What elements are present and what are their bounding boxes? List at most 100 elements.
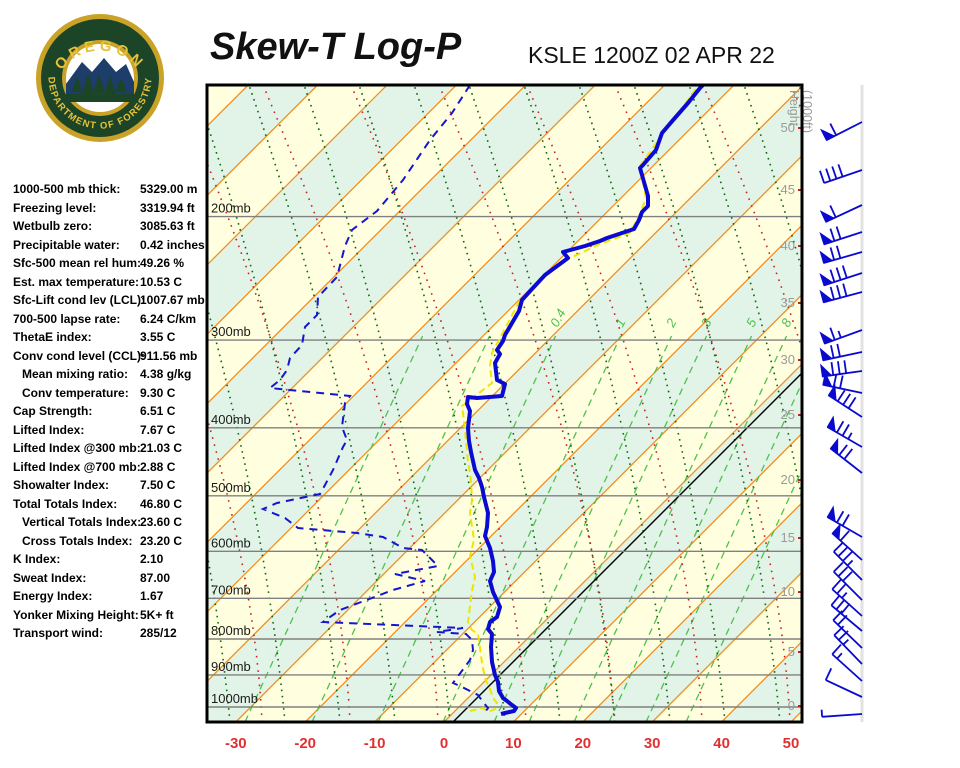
stat-value: 1.67: [140, 589, 164, 603]
pressure-label: 1000mb: [211, 691, 258, 706]
pressure-label: 700mb: [211, 582, 251, 597]
isotherm-line: [790, 710, 802, 722]
stat-label: Showalter Index:: [13, 478, 110, 492]
station-time-label: KSLE 1200Z 02 APR 22: [528, 42, 775, 68]
stat-row: Mean mixing ratio: 4.38 g/kg: [13, 365, 218, 384]
wind-barb: [832, 610, 863, 649]
isotherm-line: [582, 501, 802, 722]
wind-barb: [827, 383, 863, 418]
isotherm-line: [207, 85, 388, 266]
isotherm-band: [207, 86, 802, 722]
stat-value: 3319.94 ft: [140, 200, 195, 215]
zero-isotherm-line: [452, 372, 802, 722]
stat-value: 6.24 C/km: [140, 311, 197, 326]
stat-row: Lifted Index: 7.67 C: [13, 421, 218, 440]
isotherm-line: [207, 85, 596, 475]
stat-label: Wetbulb zero:: [13, 219, 93, 233]
stat-row: Cap Strength: 6.51 C: [13, 402, 218, 421]
pressure-label: 200mb: [211, 201, 251, 216]
isotherm-line: [207, 85, 457, 336]
stat-row: Sfc-500 mean rel hum: 49.26 %: [13, 254, 218, 273]
mixing-ratio-line: [493, 335, 673, 722]
pressure-label: 800mb: [211, 623, 251, 638]
stat-label: Conv temperature:: [22, 385, 129, 400]
wind-barb: [826, 415, 863, 448]
moist-adiabat-line: [790, 85, 802, 114]
stat-label: 700-500 lapse rate:: [13, 311, 121, 326]
pressure-label: 900mb: [211, 659, 251, 674]
stat-value: 9.30 C: [140, 385, 176, 400]
wind-barb: [820, 360, 863, 378]
height-tick-label: 5: [788, 644, 795, 659]
wind-barb: [824, 667, 863, 698]
temp-axis-tick-label: -20: [294, 735, 316, 752]
stat-row: Conv temperature: 9.30 C: [13, 384, 218, 403]
stat-row: Sfc-Lift cond lev (LCL): 1007.67 mb: [13, 291, 218, 310]
stat-row: K Index: 2.10: [13, 550, 218, 569]
wind-barb: [819, 226, 863, 246]
temp-axis-tick-label: -30: [225, 735, 247, 752]
wind-barb: [822, 371, 863, 394]
stat-label: Vertical Totals Index:: [22, 515, 142, 529]
wetbulb-trace: [460, 85, 700, 714]
temp-axis-tick-label: 20: [574, 735, 591, 752]
stat-row: Freezing level: 3319.94 ft: [13, 199, 218, 218]
stat-value: 5K+ ft: [140, 607, 174, 622]
stat-label: Lifted Index:: [13, 422, 85, 437]
isotherm-line: [207, 85, 666, 544]
stat-label: Conv cond level (CCL):: [13, 348, 146, 363]
stat-row: Yonker Mixing Height: 5K+ ft: [13, 606, 218, 625]
mixing-ratio-line: [573, 335, 753, 722]
mixing-ratio-line: [442, 335, 622, 722]
chart-border: [205, 83, 804, 724]
isotherm-line: [512, 432, 802, 722]
stat-row: Lifted Index @700 mb: 2.88 C: [13, 458, 218, 477]
height-tick-label: 25: [781, 407, 795, 422]
stat-value: 3085.63 ft: [140, 219, 195, 233]
stat-label: Transport wind:: [13, 626, 103, 640]
height-tick-label: 45: [781, 182, 795, 197]
isotherm-line: [207, 85, 735, 613]
dry-adiabat-line: [798, 85, 802, 97]
temp-axis-tick-label: 30: [644, 735, 661, 752]
stat-label: Sfc-Lift cond lev (LCL):: [13, 293, 145, 307]
stat-row: Est. max temperature: 10.53 C: [13, 273, 218, 292]
temp-axis-tick-label: 50: [783, 735, 800, 752]
wind-barb: [833, 541, 863, 581]
mixing-ratio-line: [311, 335, 491, 722]
stat-label: Total Totals Index:: [13, 496, 118, 511]
stat-row: Total Totals Index: 46.80 C: [13, 495, 218, 514]
stat-value: 7.67 C: [140, 422, 176, 437]
mixing-ratio-label: 0.4: [547, 306, 569, 329]
stat-label: Cross Totals Index:: [22, 533, 133, 548]
stat-row: Cross Totals Index: 23.20 C: [13, 532, 218, 551]
wind-barb: [831, 578, 863, 617]
height-tick-label: 0: [788, 698, 795, 713]
stat-label: Lifted Index @700 mb:: [13, 459, 141, 474]
stat-row: Lifted Index @300 mb: 21.03 C: [13, 439, 218, 458]
mixing-ratio-line: [645, 381, 802, 722]
stat-value: 4.38 g/kg: [140, 367, 192, 381]
stat-value: 5329.00 m: [140, 182, 198, 196]
stat-value: 285/12: [140, 626, 177, 640]
wind-barb: [819, 343, 863, 362]
stat-value: 7.50 C: [140, 478, 176, 492]
stat-value: 87.00: [140, 570, 171, 585]
stat-label: K Index:: [13, 552, 61, 566]
stat-value: 911.56 mb: [140, 348, 198, 363]
wind-barb: [819, 164, 863, 184]
temp-axis-tick-label: 10: [505, 735, 522, 752]
stat-label: Mean mixing ratio:: [22, 367, 129, 381]
stat-value: 0.42 inches: [140, 237, 205, 252]
mixing-ratio-line: [377, 335, 557, 722]
height-tick-label: 50: [781, 120, 795, 135]
mixing-ratio-line: [608, 335, 788, 722]
height-tick-label: 35: [781, 295, 795, 310]
stat-value: 21.03 C: [140, 441, 183, 455]
wind-barb: [819, 327, 863, 345]
height-tick-label: 10: [781, 584, 795, 599]
height-tick-label: 20: [781, 472, 795, 487]
isotherm-line: [0, 85, 109, 722]
isotherm-band: [791, 711, 802, 722]
